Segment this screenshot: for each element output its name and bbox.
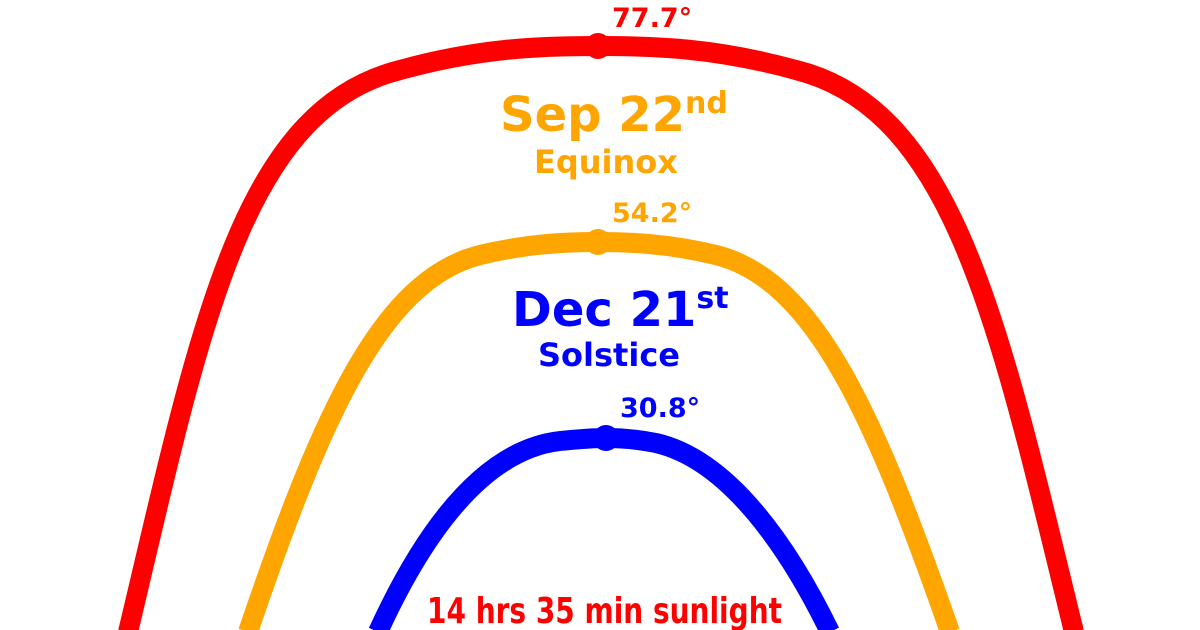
solstice-date-text: Dec 21 <box>512 282 696 338</box>
winter-peak-marker <box>593 425 619 451</box>
solstice-event-label: Solstice <box>538 336 680 374</box>
winter-peak-angle-label: 30.8° <box>620 393 700 424</box>
summer-peak-marker <box>585 33 611 59</box>
solstice-date-suffix: st <box>696 281 728 316</box>
equinox-date-label: Sep 22nd <box>500 86 728 143</box>
equinox-date-text: Sep 22 <box>500 87 685 143</box>
summer-peak-angle-label: 77.7° <box>612 3 692 34</box>
solstice-date-label: Dec 21st <box>512 281 729 338</box>
equinox-date-suffix: nd <box>685 86 728 121</box>
equinox-peak-marker <box>585 229 611 255</box>
equinox-event-label: Equinox <box>534 143 678 181</box>
sunlight-duration-label: 14 hrs 35 min sunlight <box>427 591 782 630</box>
equinox-peak-angle-label: 54.2° <box>612 198 692 229</box>
